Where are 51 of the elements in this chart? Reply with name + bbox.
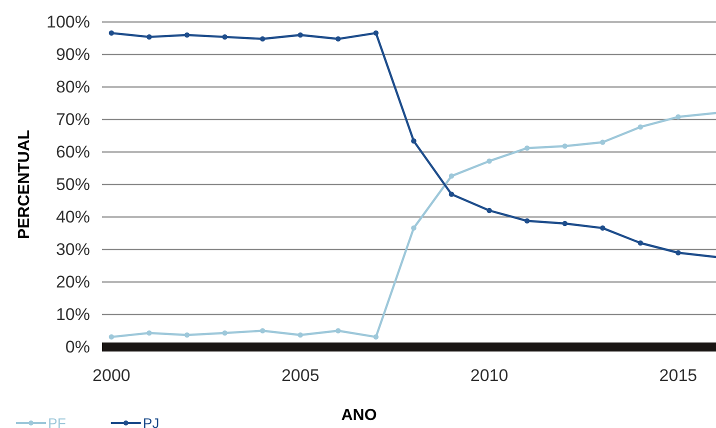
point — [222, 34, 228, 40]
point — [486, 208, 492, 214]
point — [600, 140, 606, 145]
point — [448, 173, 454, 179]
point — [676, 250, 681, 256]
point — [638, 124, 644, 130]
y-tick-label: 60% — [56, 142, 90, 162]
y-tick-label: 0% — [65, 337, 90, 356]
y-tick-label: 40% — [56, 207, 90, 226]
y-tick-label: 20% — [56, 272, 90, 292]
point — [184, 32, 190, 38]
point — [373, 30, 379, 36]
y-tick-label: 30% — [56, 240, 90, 259]
point — [184, 332, 190, 338]
x-axis-title: ANO — [341, 407, 377, 424]
point — [146, 330, 152, 336]
y-tick-label: 70% — [56, 110, 90, 129]
point — [486, 158, 492, 164]
point — [373, 334, 379, 340]
x-tick-label: 2015 — [659, 366, 698, 386]
y-axis-title: PERCENTUAL — [16, 130, 33, 240]
y-tick-label: 90% — [56, 44, 90, 64]
x-tick-label: 2000 — [92, 366, 130, 386]
point — [108, 334, 114, 340]
legend-label: PJ — [142, 415, 160, 428]
point — [146, 34, 152, 40]
point — [448, 192, 454, 197]
y-tick-label: 80% — [56, 77, 90, 96]
y-tick-label: 50% — [56, 174, 90, 194]
y-tick-label: 100% — [46, 12, 90, 32]
point — [411, 225, 416, 231]
point — [638, 240, 644, 246]
point — [524, 218, 530, 224]
point — [260, 36, 266, 42]
point — [336, 36, 341, 42]
y-tick-label: 10% — [56, 304, 90, 324]
x-tick-label: 2005 — [281, 366, 320, 386]
point — [260, 328, 266, 334]
point — [562, 144, 568, 149]
point — [298, 32, 304, 38]
point — [108, 30, 114, 36]
point — [600, 225, 606, 231]
point — [298, 332, 304, 338]
point — [524, 145, 530, 151]
point — [676, 114, 681, 120]
legend-label: PF — [48, 415, 66, 428]
point — [222, 330, 228, 336]
point — [336, 328, 341, 334]
x-tick-label: 2010 — [470, 366, 508, 386]
point — [411, 138, 416, 144]
point — [562, 220, 568, 226]
